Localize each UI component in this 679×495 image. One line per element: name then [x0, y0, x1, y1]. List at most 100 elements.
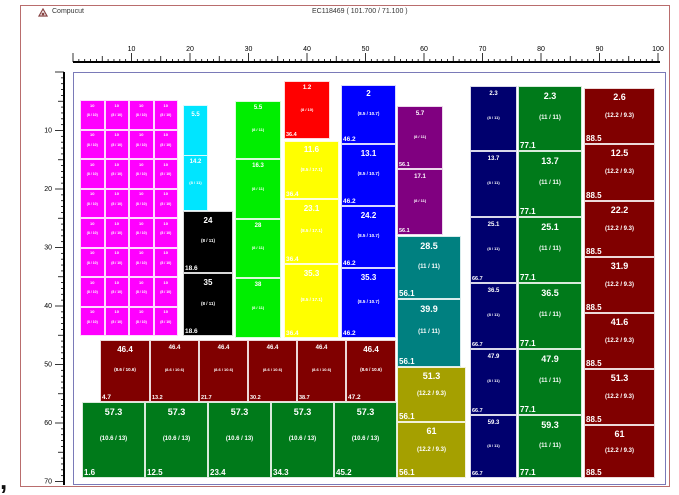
cut-piece[interactable]: 61 (12.2 / 9.3) 56.1 [397, 422, 466, 478]
magenta-cut-piece[interactable]: 10 (8 / 10) [80, 306, 105, 336]
cut-piece[interactable]: 47.9 (11 / 11) 77.1 [518, 349, 582, 415]
cut-piece[interactable]: 25.1 (11 / 11) 77.1 [518, 217, 582, 283]
magenta-cut-piece[interactable]: 10 (8 / 10) [104, 277, 129, 307]
piece-number: 10 [163, 132, 168, 138]
cut-piece[interactable]: 46.4 (8.6 / 10.6) 47.2 [346, 340, 396, 402]
magenta-cut-piece[interactable]: 10 (8 / 10) [153, 306, 178, 336]
magenta-cut-piece[interactable]: 10 (8 / 10) [153, 277, 178, 307]
cut-piece[interactable]: 57.3 (10.6 / 13) 23.4 [208, 402, 271, 478]
piece-dimensions: (8.5 / 17.1) [300, 166, 323, 172]
magenta-cut-piece[interactable]: 10 (8 / 10) [104, 100, 129, 130]
cut-piece[interactable]: 46.4 (8.6 / 10.6) 4.7 [100, 340, 150, 402]
cut-piece[interactable]: 2.6 (12.2 / 9.3) 88.5 [584, 88, 655, 144]
cut-piece[interactable]: 38 (8 / 11) [235, 278, 281, 338]
cut-piece[interactable]: 17.1 (8 / 11) 56.1 [397, 169, 443, 235]
magenta-cut-piece[interactable]: 10 (8 / 10) [153, 129, 178, 159]
app-name: Compucut [52, 8, 84, 15]
cut-piece[interactable]: 41.6 (12.2 / 9.3) 88.5 [584, 313, 655, 369]
horizontal-ruler: 10 20 30 40 50 60 70 80 90 100 [72, 46, 664, 63]
cut-piece[interactable]: 47.9 (8 / 11) 66.7 [470, 349, 517, 415]
piece-number: 10 [114, 309, 119, 315]
cut-piece[interactable]: 57.3 (10.6 / 13) 34.3 [271, 402, 334, 478]
cut-piece[interactable]: 28.5 (11 / 11) 56.1 [397, 236, 461, 299]
cut-piece[interactable]: 2.3 (11 / 11) 77.1 [518, 86, 582, 151]
magenta-cut-piece[interactable]: 10 (8 / 10) [129, 129, 154, 159]
piece-dimensions: (8 / 10) [135, 319, 147, 324]
cut-piece[interactable]: 31.9 (12.2 / 9.3) 88.5 [584, 257, 655, 313]
magenta-cut-piece[interactable]: 10 (8 / 10) [80, 100, 105, 130]
magenta-cut-piece[interactable]: 10 (8 / 10) [104, 188, 129, 218]
piece-dimensions: (11 / 11) [539, 442, 561, 449]
magenta-cut-piece[interactable]: 10 (8 / 10) [104, 306, 129, 336]
magenta-cut-piece[interactable]: 10 (8 / 10) [129, 159, 154, 189]
piece-number: 47.9 [541, 353, 559, 364]
magenta-cut-piece[interactable]: 10 (8 / 10) [80, 188, 105, 218]
cut-piece[interactable]: 35 (8 / 11) 18.6 [183, 273, 233, 336]
piece-number: 24 [203, 215, 213, 225]
piece-x-coordinate: 88.5 [586, 359, 602, 368]
magenta-cut-piece[interactable]: 10 (8 / 10) [153, 100, 178, 130]
cut-piece[interactable]: 51.3 (12.2 / 9.3) 88.5 [584, 369, 655, 425]
ruler-x-label: 100 [652, 46, 664, 53]
cut-piece[interactable]: 16.3 (8 / 11) [235, 159, 281, 219]
cut-piece[interactable]: 25.1 (8 / 11) 66.7 [470, 217, 517, 283]
magenta-cut-piece[interactable]: 10 (8 / 10) [153, 218, 178, 248]
magenta-cut-piece[interactable]: 10 (8 / 10) [153, 159, 178, 189]
magenta-cut-piece[interactable]: 10 (8 / 10) [129, 277, 154, 307]
magenta-cut-piece[interactable]: 10 (8 / 10) [129, 247, 154, 277]
cut-piece[interactable]: 46.4 (8.6 / 10.6) 38.7 [297, 340, 346, 402]
cut-piece[interactable]: 13.7 (11 / 11) 77.1 [518, 151, 582, 217]
magenta-cut-piece[interactable]: 10 (8 / 10) [129, 218, 154, 248]
cut-piece[interactable]: 24 (8 / 11) 18.6 [183, 211, 233, 273]
piece-x-coordinate: 88.5 [586, 134, 602, 143]
magenta-cut-piece[interactable]: 10 (8 / 10) [129, 100, 154, 130]
cut-piece[interactable]: 13.1 (8.5 / 10.7) 46.2 [341, 144, 396, 206]
cut-piece[interactable]: 24.2 (8.5 / 10.7) 46.2 [341, 206, 396, 268]
piece-number: 10 [139, 191, 144, 197]
cut-piece[interactable]: 12.5 (12.2 / 9.3) 88.5 [584, 144, 655, 201]
cut-piece[interactable]: 11.6 (8.5 / 17.1) 36.4 [284, 141, 339, 199]
piece-dimensions: (8 / 11) [251, 304, 265, 310]
cut-piece[interactable]: 57.3 (10.6 / 13) 1.6 [82, 402, 145, 478]
piece-number: 46.4 [217, 344, 230, 351]
cut-piece[interactable]: 46.4 (8.6 / 10.6) 30.2 [248, 340, 297, 402]
magenta-cut-piece[interactable]: 10 (8 / 10) [104, 129, 129, 159]
magenta-cut-piece[interactable]: 10 (8 / 10) [153, 247, 178, 277]
cut-piece[interactable]: 59.3 (11 / 11) 77.1 [518, 415, 582, 478]
magenta-cut-piece[interactable]: 10 (8 / 10) [80, 218, 105, 248]
cut-piece[interactable]: 35.3 (8.5 / 10.7) 46.2 [341, 268, 396, 338]
cut-piece[interactable]: 2.3 (8 / 11) [470, 86, 517, 151]
cut-piece[interactable]: 5.5 (8 / 11) [235, 101, 281, 159]
cut-piece[interactable]: 2 (8.5 / 10.7) 46.2 [341, 85, 396, 144]
cut-piece[interactable]: 39.9 (11 / 11) 56.1 [397, 299, 461, 367]
cut-piece[interactable]: 5.7 (8 / 11) 56.1 [397, 106, 443, 169]
cut-piece[interactable]: 59.3 (8 / 11) 66.7 [470, 415, 517, 478]
cut-piece[interactable]: 23.1 (8.5 / 17.1) 36.4 [284, 199, 339, 264]
magenta-cut-piece[interactable]: 10 (8 / 10) [104, 218, 129, 248]
cut-piece[interactable]: 61 (12.2 / 9.3) 88.5 [584, 425, 655, 478]
cut-piece[interactable]: 28 (8 / 11) [235, 219, 281, 278]
cut-piece[interactable]: 22.2 (12.2 / 9.3) 88.5 [584, 201, 655, 257]
magenta-cut-piece[interactable]: 10 (8 / 10) [104, 247, 129, 277]
magenta-cut-piece[interactable]: 10 (8 / 10) [129, 188, 154, 218]
piece-number: 35.3 [360, 273, 377, 283]
cut-piece[interactable]: 1.2 (8 / 10) 36.4 [284, 81, 330, 139]
magenta-cut-piece[interactable]: 10 (8 / 10) [104, 159, 129, 189]
cut-piece[interactable]: 46.4 (8.6 / 10.6) 21.7 [199, 340, 248, 402]
magenta-cut-piece[interactable]: 10 (8 / 10) [80, 159, 105, 189]
cut-piece[interactable]: 57.3 (10.6 / 13) 45.2 [334, 402, 397, 478]
cut-piece[interactable]: 13.7 (8 / 11) [470, 151, 517, 217]
magenta-cut-piece[interactable]: 10 (8 / 10) [153, 188, 178, 218]
magenta-cut-piece[interactable]: 10 (8 / 10) [129, 306, 154, 336]
cut-piece[interactable]: 14.2 (8 / 11) [183, 155, 208, 211]
cut-piece[interactable]: 57.3 (10.6 / 13) 12.5 [145, 402, 208, 478]
magenta-cut-piece[interactable]: 10 (8 / 10) [80, 129, 105, 159]
magenta-cut-piece[interactable]: 10 (8 / 10) [80, 247, 105, 277]
cut-piece[interactable]: 46.4 (8.6 / 10.6) 13.2 [150, 340, 199, 402]
magenta-cut-piece[interactable]: 10 (8 / 10) [80, 277, 105, 307]
cut-piece[interactable]: 35.3 (8.5 / 17.1) 36.4 [284, 264, 339, 338]
cut-piece[interactable]: 36.5 (8 / 11) 66.7 [470, 283, 517, 349]
piece-x-coordinate: 66.7 [472, 342, 483, 348]
cut-piece[interactable]: 36.5 (11 / 11) 77.1 [518, 283, 582, 349]
cut-piece[interactable]: 51.3 (12.2 / 9.3) 56.1 [397, 367, 466, 422]
